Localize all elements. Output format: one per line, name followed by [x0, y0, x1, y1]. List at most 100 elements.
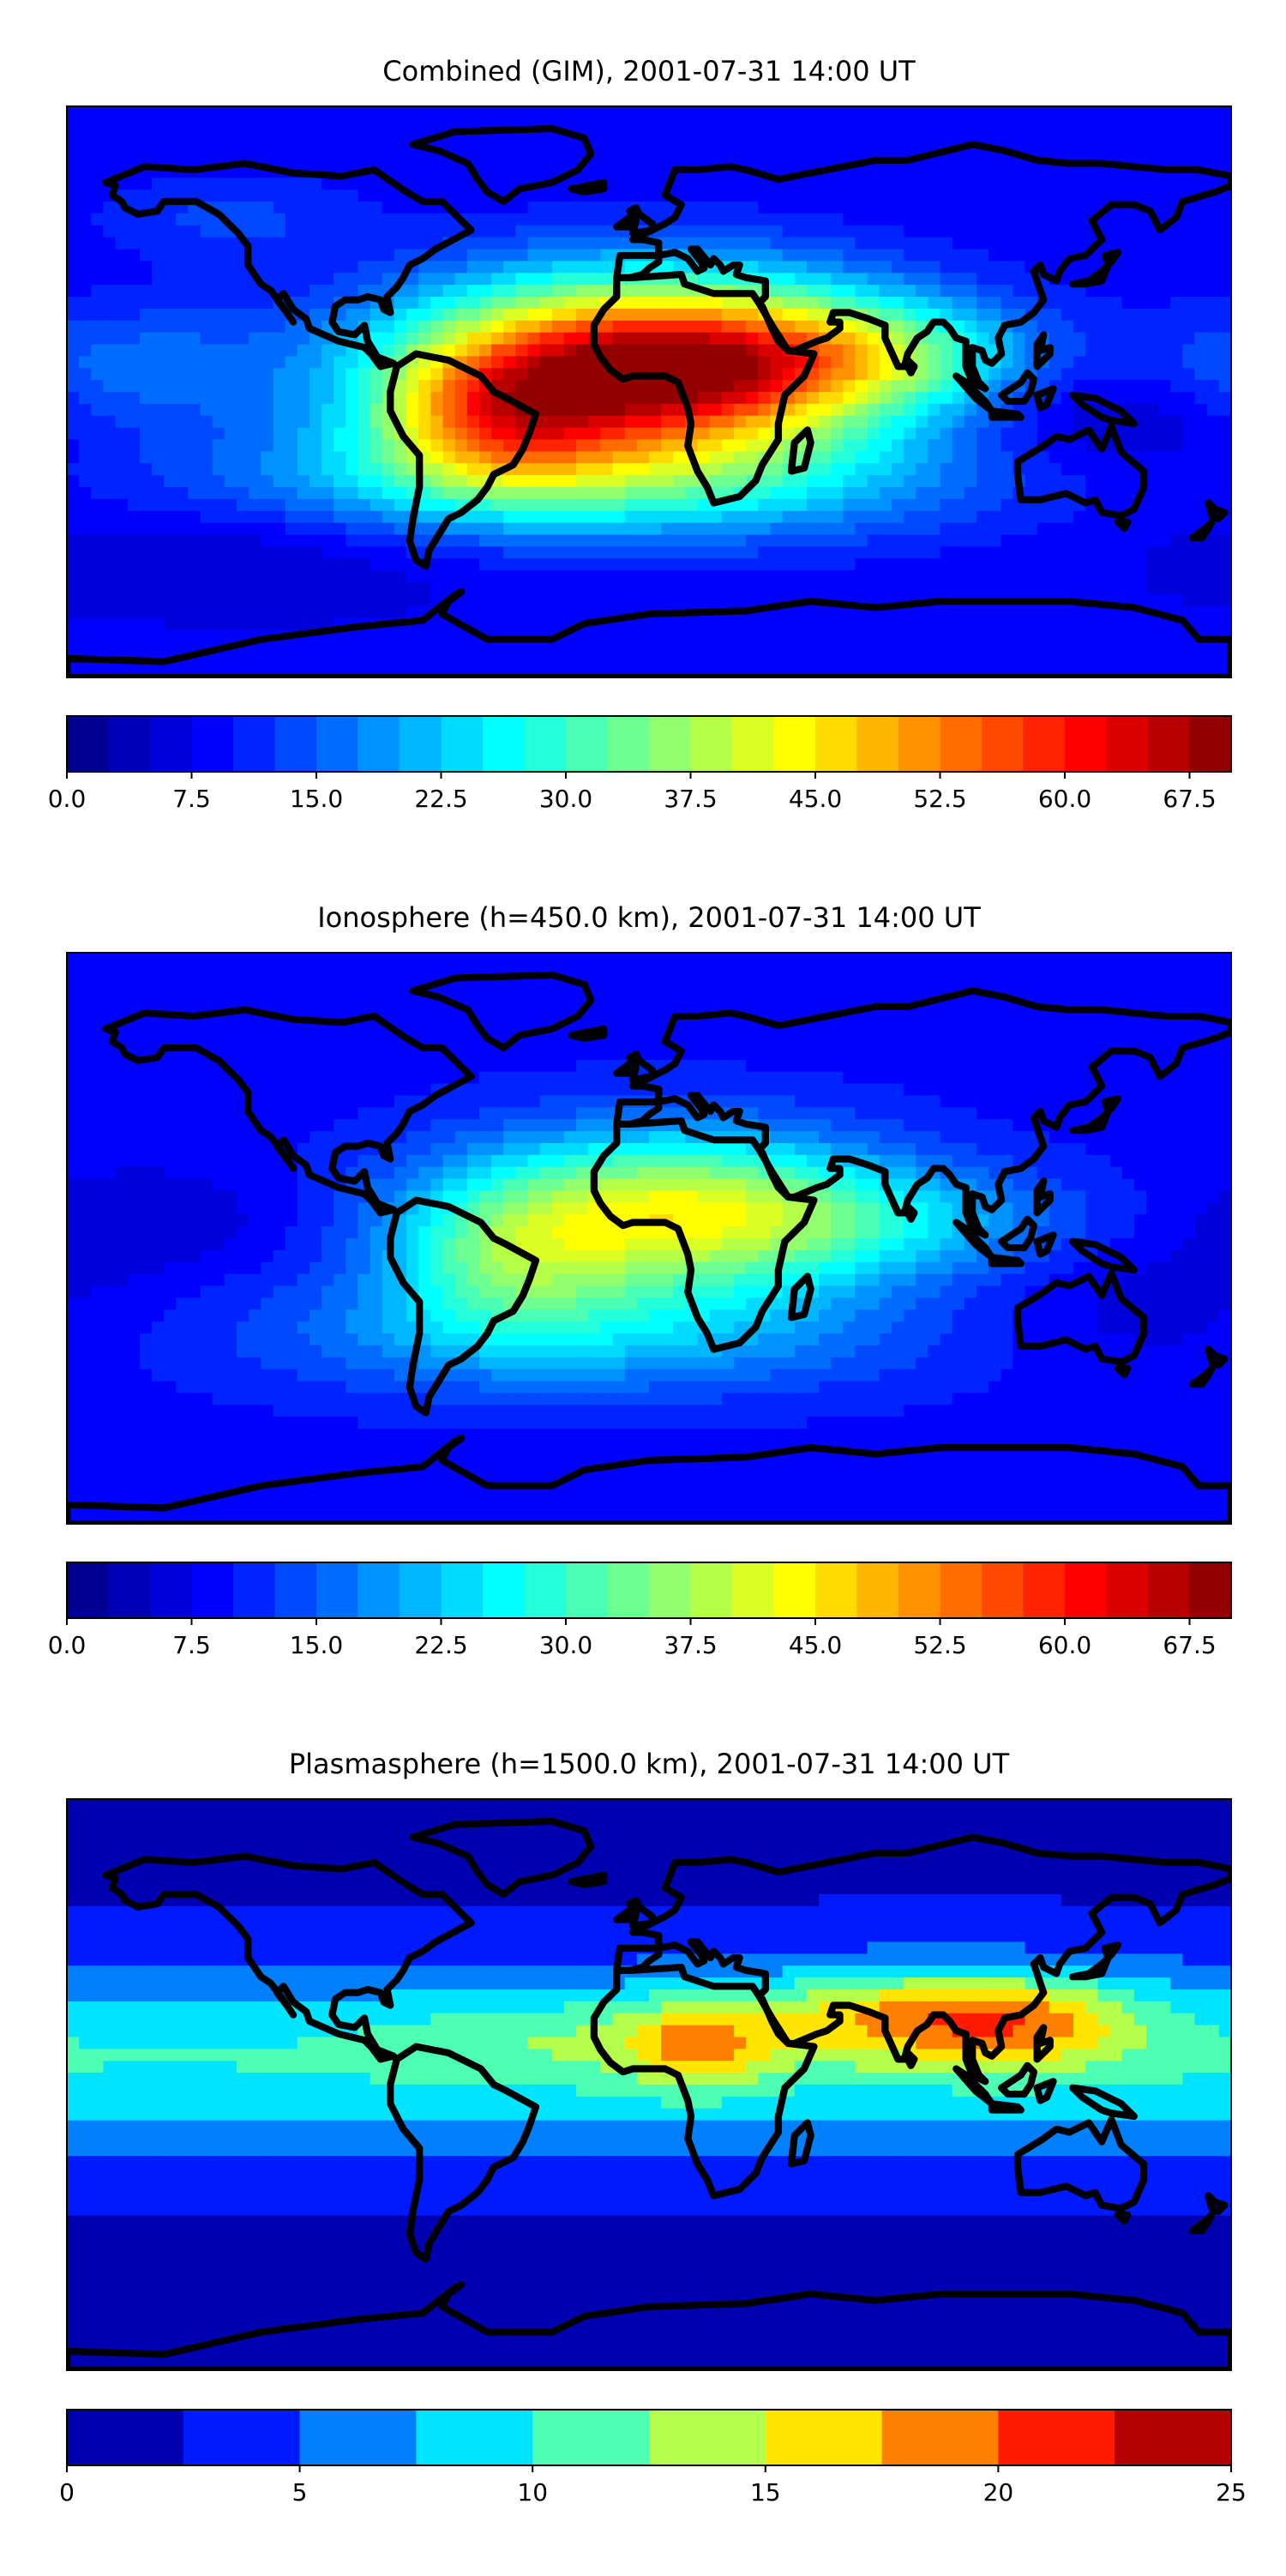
field-cell — [613, 965, 626, 977]
field-cell — [964, 250, 977, 262]
field-cell — [91, 953, 104, 965]
field-cell — [637, 106, 650, 118]
field-cell — [1061, 321, 1074, 333]
field-cell — [249, 297, 261, 309]
field-cell — [855, 356, 868, 368]
field-cell — [746, 178, 759, 190]
field-cell — [673, 118, 686, 130]
field-cell — [176, 511, 189, 523]
field-cell — [1061, 558, 1074, 570]
field-cell — [225, 499, 237, 511]
field-cell — [710, 953, 723, 965]
field-cell — [588, 570, 601, 582]
field-cell — [540, 404, 553, 416]
field-cell — [394, 118, 407, 130]
field-cell — [1110, 106, 1123, 118]
field-cell — [734, 475, 747, 487]
field-cell — [273, 130, 285, 142]
field-cell — [1001, 440, 1013, 452]
field-cell — [868, 345, 880, 357]
field-cell — [225, 309, 237, 321]
field-cell — [394, 558, 407, 570]
field-cell — [880, 404, 892, 416]
field-cell — [855, 226, 868, 238]
field-cell — [358, 368, 371, 380]
field-cell — [698, 178, 711, 190]
field-cell — [116, 297, 129, 309]
field-cell — [552, 606, 565, 618]
field-cell — [394, 977, 407, 989]
field-cell — [322, 428, 334, 440]
field-cell — [164, 618, 177, 630]
field-cell — [880, 523, 892, 535]
field-cell — [430, 368, 443, 380]
field-cell — [164, 523, 177, 535]
field-cell — [819, 570, 832, 582]
field-cell — [334, 965, 346, 977]
field-cell — [1146, 297, 1159, 309]
field-cell — [1134, 321, 1147, 333]
field-cell — [770, 250, 783, 262]
field-cell — [358, 273, 371, 285]
field-cell — [152, 582, 165, 594]
field-cell — [977, 965, 989, 977]
field-cell — [1219, 214, 1232, 226]
field-cell — [116, 392, 129, 404]
field-cell — [868, 178, 880, 190]
field-cell — [540, 261, 553, 273]
field-cell — [515, 356, 528, 368]
field-cell — [116, 511, 129, 523]
field-cell — [237, 451, 249, 463]
field-cell — [1158, 250, 1171, 262]
field-cell — [1182, 641, 1195, 653]
field-cell — [91, 380, 104, 392]
field-cell — [746, 653, 759, 665]
field-cell — [152, 606, 165, 618]
field-cell — [613, 523, 626, 535]
field-cell — [213, 499, 225, 511]
field-cell — [868, 487, 880, 499]
field-cell — [1001, 511, 1013, 523]
field-cell — [1061, 226, 1074, 238]
field-cell — [1085, 333, 1098, 345]
field-cell — [176, 238, 189, 250]
field-cell — [600, 261, 613, 273]
field-cell — [698, 214, 711, 226]
field-cell — [382, 989, 395, 1001]
field-cell — [600, 214, 613, 226]
field-cell — [1182, 356, 1195, 368]
field-cell — [261, 404, 273, 416]
field-cell — [540, 368, 553, 380]
field-cell — [746, 190, 759, 202]
field-cell — [237, 594, 249, 606]
field-cell — [540, 333, 553, 345]
field-cell — [249, 953, 261, 965]
field-cell — [443, 273, 456, 285]
field-cell — [637, 499, 650, 511]
field-cell — [188, 440, 201, 452]
field-cell — [807, 226, 820, 238]
field-cell — [940, 214, 953, 226]
field-cell — [322, 440, 334, 452]
field-cell — [1049, 570, 1062, 582]
field-cell — [297, 285, 310, 297]
field-cell — [176, 142, 189, 154]
field-cell — [285, 333, 298, 345]
field-cell — [322, 582, 334, 594]
field-cell — [249, 130, 261, 142]
field-cell — [989, 641, 1001, 653]
field-cell — [346, 953, 358, 965]
field-cell — [273, 273, 285, 285]
field-cell — [758, 356, 771, 368]
field-cell — [443, 345, 456, 357]
field-cell — [309, 535, 322, 547]
field-cell — [564, 546, 577, 558]
field-cell — [176, 416, 189, 428]
field-cell — [540, 440, 553, 452]
field-cell — [831, 977, 844, 989]
field-cell — [1001, 606, 1013, 618]
field-cell — [758, 333, 771, 345]
field-cell — [1097, 977, 1110, 989]
field-cell — [261, 558, 273, 570]
field-cell — [588, 475, 601, 487]
